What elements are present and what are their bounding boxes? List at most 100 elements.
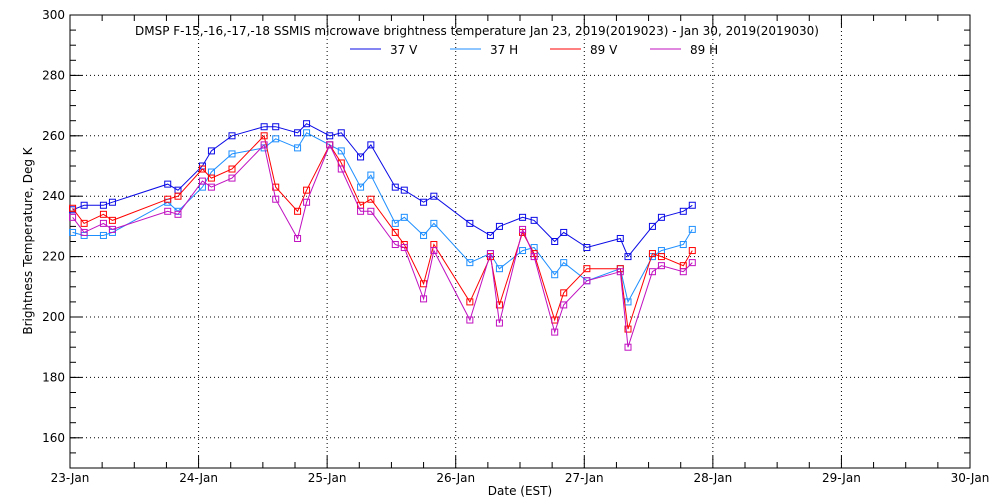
data-point-marker xyxy=(164,180,172,188)
data-point-marker xyxy=(495,222,503,230)
data-point-marker xyxy=(648,268,656,276)
data-point-marker xyxy=(624,253,632,261)
x-tick-label: 29-Jan xyxy=(822,471,861,485)
data-point-marker xyxy=(430,192,438,200)
data-point-marker xyxy=(367,141,375,149)
series-line-89h xyxy=(72,143,693,348)
data-point-marker xyxy=(657,253,665,261)
data-point-marker xyxy=(551,238,559,245)
data-point-marker xyxy=(551,328,559,336)
data-point-marker xyxy=(688,247,696,255)
data-point-marker xyxy=(679,207,687,215)
data-point-marker xyxy=(420,231,428,239)
data-point-marker xyxy=(560,228,568,236)
data-point-marker xyxy=(616,234,624,242)
data-point-marker xyxy=(688,225,696,233)
data-point-marker xyxy=(198,177,206,185)
y-tick-label: 220 xyxy=(42,250,65,264)
data-point-marker xyxy=(294,129,302,137)
data-point-marker xyxy=(294,144,302,152)
data-point-marker xyxy=(108,225,116,233)
data-point-marker xyxy=(688,201,696,209)
data-point-marker xyxy=(303,198,311,206)
legend-label: 89 V xyxy=(590,43,618,57)
data-point-marker xyxy=(80,201,88,209)
data-point-marker xyxy=(519,213,527,221)
data-point-marker xyxy=(260,132,268,140)
data-point-marker xyxy=(466,259,474,267)
data-point-marker xyxy=(337,165,345,173)
y-tick-label: 180 xyxy=(42,370,65,384)
legend-label: 37 H xyxy=(490,43,518,57)
data-point-marker xyxy=(391,228,399,236)
data-point-marker xyxy=(99,219,107,227)
x-tick-label: 27-Jan xyxy=(565,471,604,485)
x-tick-label: 25-Jan xyxy=(308,471,347,485)
data-point-marker xyxy=(367,195,375,203)
data-point-marker xyxy=(80,228,88,236)
data-point-marker xyxy=(400,213,408,221)
data-point-marker xyxy=(466,298,474,306)
data-point-marker xyxy=(420,198,428,206)
data-point-marker xyxy=(294,234,302,242)
legend: 37 V 37 H 89 V 89 H xyxy=(350,43,718,57)
data-point-marker xyxy=(164,207,172,215)
data-point-marker xyxy=(367,207,375,215)
x-tick-label: 23-Jan xyxy=(51,471,90,485)
data-point-marker xyxy=(303,186,311,194)
data-point-marker xyxy=(486,250,494,258)
data-point-marker xyxy=(99,210,107,218)
data-point-marker xyxy=(326,141,334,149)
data-point-marker xyxy=(519,225,527,233)
data-point-marker xyxy=(466,316,474,324)
data-point-marker xyxy=(616,268,624,276)
x-tick-label: 26-Jan xyxy=(436,471,475,485)
data-point-marker xyxy=(391,183,399,191)
legend-label: 37 V xyxy=(390,43,418,57)
data-point-marker xyxy=(303,120,311,128)
y-tick-label: 160 xyxy=(42,431,65,445)
x-axis-label: Date (EST) xyxy=(488,484,552,498)
data-point-marker xyxy=(657,262,665,270)
data-point-marker xyxy=(337,129,345,137)
legend-label: 89 H xyxy=(690,43,718,57)
data-point-marker xyxy=(272,195,280,203)
data-point-marker xyxy=(624,343,632,351)
data-point-marker xyxy=(272,123,280,131)
data-point-marker xyxy=(228,174,236,182)
axes: 160 180 200 220 240 260 280 300 23-Jan 24-Jan 25-J… xyxy=(42,8,989,485)
data-point-marker xyxy=(207,147,215,155)
data-point-marker xyxy=(228,132,236,140)
data-point-marker xyxy=(679,268,687,276)
data-point-marker xyxy=(391,241,399,249)
data-point-marker xyxy=(367,171,375,179)
chart-title: DMSP F-15,-16,-17,-18 SSMIS microwave br… xyxy=(135,24,819,38)
data-point-marker xyxy=(99,201,107,209)
y-tick-label: 260 xyxy=(42,129,65,143)
y-tick-label: 280 xyxy=(42,68,65,82)
data-point-marker xyxy=(326,132,334,140)
data-point-marker xyxy=(198,165,206,173)
data-point-marker xyxy=(495,301,503,309)
data-point-marker xyxy=(357,183,365,191)
data-point-marker xyxy=(108,198,116,206)
data-point-marker xyxy=(519,247,527,255)
data-point-marker xyxy=(207,183,215,191)
data-point-marker xyxy=(207,174,215,182)
data-point-marker xyxy=(260,141,268,149)
y-tick-label: 300 xyxy=(42,8,65,22)
data-point-marker xyxy=(391,219,399,227)
data-point-marker xyxy=(648,222,656,230)
data-point-marker xyxy=(657,213,665,221)
series-line-37h xyxy=(72,132,693,304)
data-point-marker xyxy=(688,259,696,267)
data-point-marker xyxy=(69,213,77,221)
data-point-marker xyxy=(228,150,236,158)
x-tick-label: 28-Jan xyxy=(693,471,732,485)
series-line-37v xyxy=(72,123,693,258)
series-line-89v xyxy=(72,134,693,330)
data-point-marker xyxy=(80,219,88,227)
data-point-marker xyxy=(583,244,591,252)
data-point-marker xyxy=(260,123,268,131)
